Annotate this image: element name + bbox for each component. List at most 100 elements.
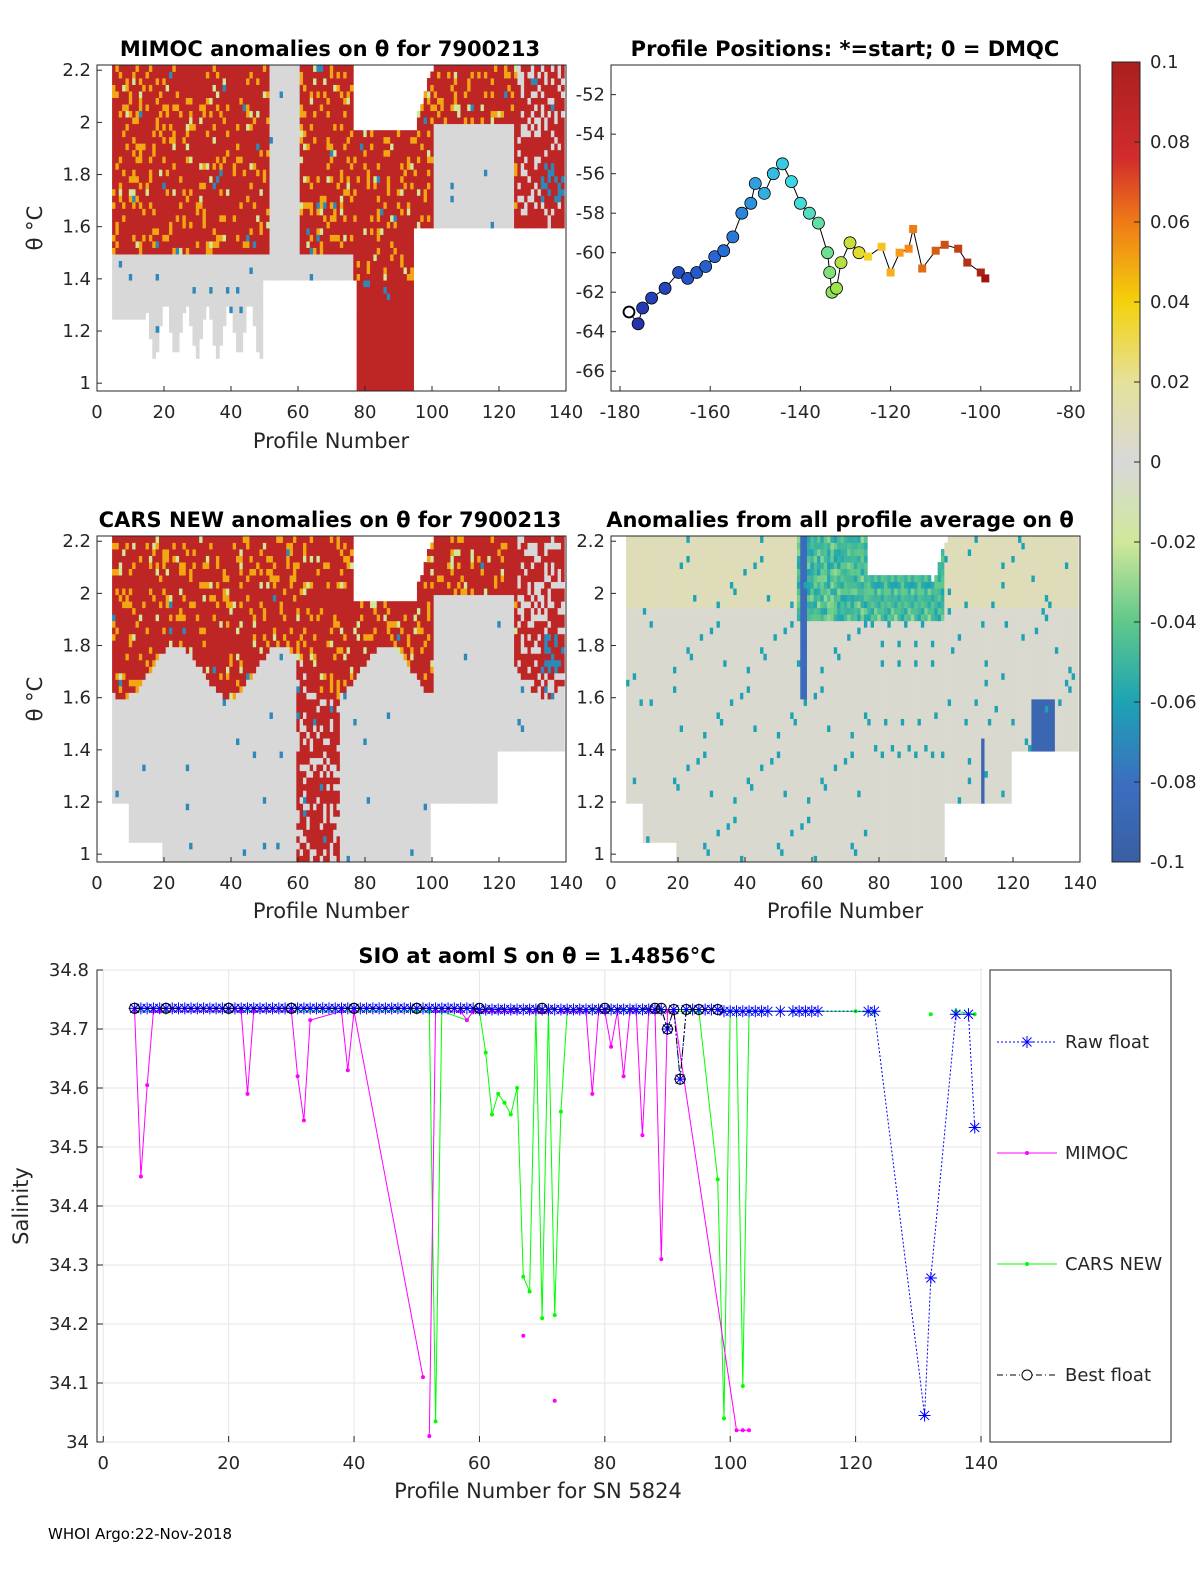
anomaly-cell [323, 201, 327, 209]
anomaly-cell [534, 117, 538, 125]
anomaly-cell [165, 156, 170, 164]
anomaly-cell [339, 260, 344, 268]
anomaly-cell [249, 293, 254, 301]
anomaly-cell [426, 104, 431, 112]
anomaly-cell [179, 195, 183, 203]
anomaly-cell [132, 835, 136, 843]
anomaly-cell [514, 65, 518, 72]
anomaly-cell [215, 280, 220, 288]
anomaly-cell [115, 783, 120, 791]
anomaly-cell [142, 175, 146, 183]
anomaly-cell [289, 208, 294, 216]
anomaly-cell [346, 143, 351, 151]
anomaly-cell [269, 201, 274, 209]
anomaly-cell [393, 345, 398, 353]
anomaly-cell [112, 175, 116, 183]
anomaly-cell [383, 286, 388, 294]
anomaly-cell [380, 156, 384, 164]
anomaly-cell [189, 110, 193, 118]
anomaly-cell [195, 325, 200, 333]
anomaly-cell [534, 221, 538, 229]
anomaly-cell [426, 182, 431, 190]
anomaly-cell [299, 214, 304, 222]
anomaly-cell [447, 117, 451, 125]
anomaly-cell [135, 293, 140, 301]
anomaly-cell [122, 790, 126, 798]
anomaly-cell [353, 130, 358, 138]
anomaly-cell [262, 136, 267, 144]
anomaly-cell [125, 575, 130, 583]
anomaly-cell [483, 78, 488, 85]
anomaly-cell [406, 338, 411, 346]
anomaly-cell [125, 299, 130, 307]
anomaly-cell [202, 71, 207, 79]
anomaly-cell [323, 156, 327, 164]
anomaly-cell [279, 201, 284, 209]
anomaly-cell [544, 149, 548, 157]
anomaly-cell [460, 143, 465, 151]
anomaly-cell [500, 117, 505, 125]
anomaly-cell [406, 345, 411, 353]
anomaly-cell [132, 312, 136, 320]
anomaly-cell [383, 195, 388, 203]
anomaly-cell [359, 299, 364, 307]
anomaly-cell [118, 777, 123, 785]
anomaly-cell [557, 71, 562, 79]
anomaly-cell [266, 65, 270, 72]
anomaly-cell [400, 241, 404, 248]
anomaly-cell [158, 228, 163, 235]
anomaly-cell [406, 260, 411, 268]
anomaly-cell [477, 149, 481, 157]
anomaly-cell [319, 84, 324, 92]
anomaly-cell [313, 228, 317, 235]
anomaly-cell [514, 84, 518, 92]
anomaly-cell [132, 169, 136, 177]
anomaly-cell [470, 195, 475, 203]
anomaly-cell [138, 214, 143, 222]
anomaly-cell [192, 188, 197, 196]
anomaly-cell [125, 725, 130, 732]
anomaly-cell [252, 247, 257, 255]
anomaly-cell [162, 104, 167, 112]
anomaly-cell [319, 201, 324, 209]
anomaly-cell [386, 143, 391, 151]
anomaly-cell [256, 214, 260, 222]
anomaly-cell [537, 110, 542, 118]
anomaly-cell [125, 208, 130, 216]
anomaly-cell [396, 306, 401, 314]
anomaly-cell [326, 110, 331, 118]
anomaly-cell [212, 97, 217, 105]
anomaly-cell [504, 156, 508, 164]
anomaly-cell [122, 646, 126, 654]
position-point [681, 271, 695, 285]
anomaly-cell [524, 175, 528, 183]
anomaly-cell [386, 377, 391, 385]
anomaly-cell [256, 156, 260, 164]
anomaly-cell [209, 169, 213, 177]
anomaly-cell [152, 351, 157, 359]
anomaly-cell [225, 247, 230, 255]
anomaly-cell [460, 91, 465, 98]
anomaly-cell [540, 71, 545, 79]
anomaly-cell [162, 71, 167, 79]
anomaly-cell [282, 254, 287, 261]
anomaly-cell [175, 110, 180, 118]
anomaly-cell [396, 175, 401, 183]
anomaly-cell [433, 65, 438, 72]
anomaly-cell [162, 201, 167, 209]
anomaly-cell [132, 712, 136, 719]
anomaly-cell [195, 273, 200, 281]
anomaly-cell [239, 312, 244, 320]
anomaly-cell [504, 221, 508, 229]
anomaly-cell [467, 104, 471, 112]
anomaly-cell [406, 273, 411, 281]
anomaly-cell [383, 299, 388, 307]
anomaly-cell [473, 214, 478, 222]
anomaly-cell [339, 65, 344, 72]
anomaly-cell [299, 104, 304, 112]
anomaly-cell [544, 117, 548, 125]
anomaly-cell [152, 228, 157, 235]
anomaly-cell [122, 594, 126, 602]
anomaly-cell [343, 182, 347, 190]
anomaly-cell [524, 84, 528, 92]
